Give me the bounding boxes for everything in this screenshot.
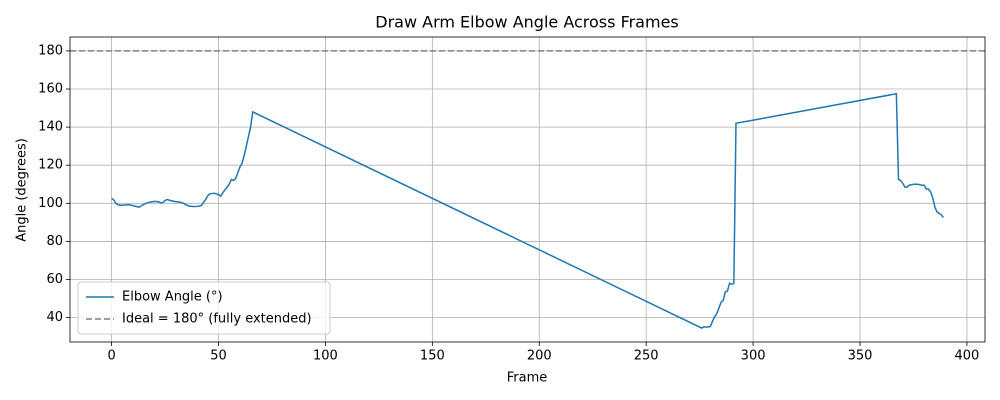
x-tick-label: 300: [741, 349, 766, 364]
x-tick-label: 250: [634, 349, 659, 364]
y-axis-label: Angle (degrees): [15, 138, 30, 242]
data-line: [111, 92, 945, 329]
y-tick-label: 60: [46, 272, 63, 287]
y-tick-label: 80: [46, 234, 63, 249]
legend: Elbow Angle (°) Ideal = 180° (fully exten…: [77, 281, 331, 335]
legend-label: Elbow Angle (°): [122, 290, 223, 305]
chart-title: Draw Arm Elbow Angle Across Frames: [375, 13, 679, 32]
x-tick-label: 400: [955, 349, 980, 364]
axes-frame: [69, 36, 986, 343]
y-tick-label: 40: [46, 310, 63, 325]
x-tick-label: 200: [527, 349, 552, 364]
y-tick-label: 140: [38, 120, 63, 135]
y-tick-label: 180: [38, 43, 63, 58]
legend-label: Ideal = 180° (fully extended): [122, 312, 312, 327]
y-tick-label: 160: [38, 82, 63, 97]
x-tick-label: 150: [420, 349, 445, 364]
legend-box: [77, 281, 331, 335]
x-tick-label: 0: [107, 349, 115, 364]
y-tick-label: 120: [38, 158, 63, 173]
x-tick-label: 350: [848, 349, 873, 364]
x-tick-label: 50: [210, 349, 227, 364]
x-axis-label: Frame: [507, 371, 548, 386]
y-tick-label: 100: [38, 196, 63, 211]
x-tick-label: 100: [313, 349, 338, 364]
